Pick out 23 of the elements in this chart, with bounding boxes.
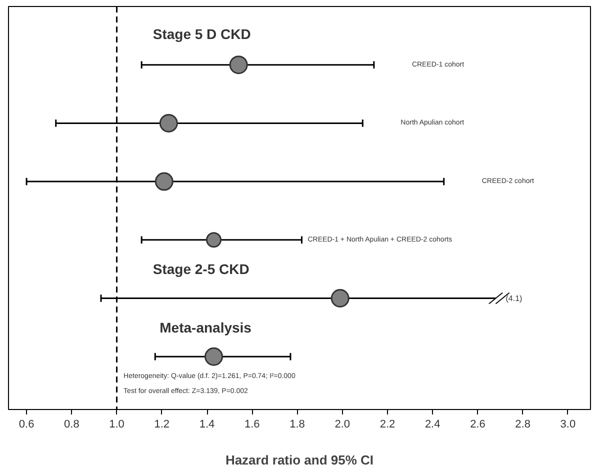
point <box>204 347 224 366</box>
x-tick-label: 1.2 <box>154 418 170 430</box>
x-tick-label: 2.6 <box>470 418 486 430</box>
x-tick-label: 1.4 <box>199 418 215 430</box>
annotation: Stage 5 D CKD <box>152 26 251 42</box>
x-axis-title: Hazard ratio and 95% CI <box>225 452 374 468</box>
point <box>229 56 248 74</box>
x-tick-label: 2.2 <box>380 418 396 430</box>
x-tick-label: 2.0 <box>334 418 350 430</box>
x-tick-label: 3.0 <box>560 418 576 430</box>
point <box>154 172 174 191</box>
x-tick-label: 0.6 <box>18 418 34 430</box>
annotation: Stage 2-5 CKD <box>152 261 250 278</box>
x-tick-label: 1.0 <box>109 418 124 430</box>
x-tick-label: 1.6 <box>244 418 260 430</box>
x-tick-label: 1.8 <box>290 418 305 430</box>
x-tick-label: 2.4 <box>424 418 440 430</box>
annotation: (4.1) <box>506 294 523 303</box>
annotation: Meta-analysis <box>160 319 252 336</box>
point <box>159 114 178 132</box>
x-tick-label: 0.8 <box>64 418 80 430</box>
x-tick-label: 2.8 <box>515 418 530 430</box>
point <box>330 289 350 308</box>
